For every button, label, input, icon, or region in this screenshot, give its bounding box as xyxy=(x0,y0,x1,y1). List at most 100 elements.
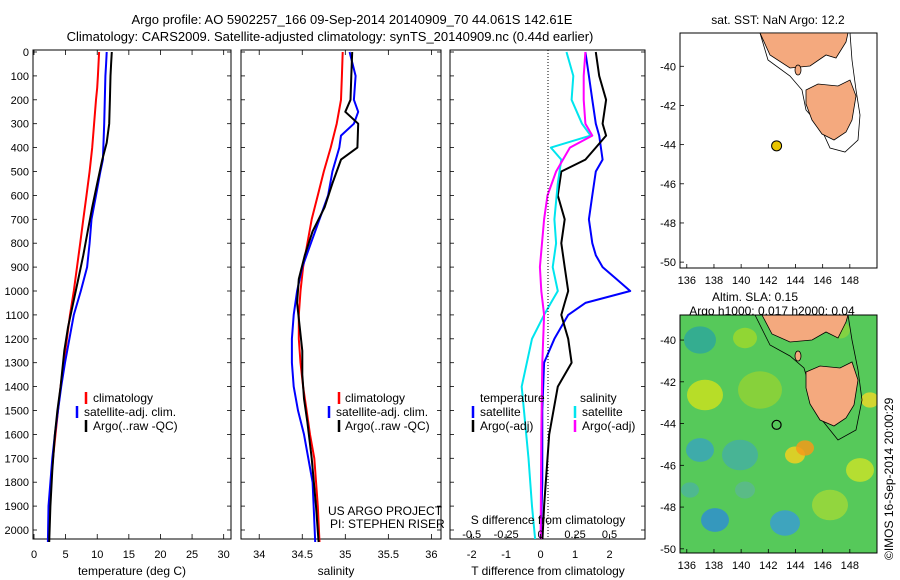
depth-tick-label: 0 xyxy=(23,47,29,59)
pi-credit: PI: STEPHEN RISER xyxy=(330,517,445,531)
x-tick-label-top: 0.5 xyxy=(602,529,617,541)
x-tick-label: 2 xyxy=(606,549,612,561)
map-y-tick-label: -50 xyxy=(660,544,676,556)
series-line-argo-adj- xyxy=(538,51,594,539)
map-y-tick-label: -48 xyxy=(660,502,676,514)
legend-label-t-satellite: satellite xyxy=(480,405,521,419)
x-tick-label-top: -0.25 xyxy=(494,529,519,541)
sla-anomaly-blob xyxy=(681,482,699,498)
map-x-tick-label: 148 xyxy=(841,560,859,572)
depth-tick-label: 1200 xyxy=(5,334,29,346)
depth-tick-label: 1400 xyxy=(5,382,29,394)
project-credit: US ARGO PROJECT xyxy=(328,504,443,518)
x-tick-label: 20 xyxy=(154,549,166,561)
sla-map-axes: 136 138 140 142 144 146 148 -40 -42 -44 -46 -48 -50 xyxy=(660,335,859,572)
sla-map-title: Altim. SLA: 0.15 xyxy=(712,290,798,304)
x-tick-label: 0 xyxy=(31,549,37,561)
map-x-tick-label: 136 xyxy=(678,560,696,572)
series-line-satellite xyxy=(520,51,592,539)
depth-tick-label: 100 xyxy=(11,71,29,83)
map-x-tick-label: 142 xyxy=(759,275,777,287)
x-tick-label-top: -0.5 xyxy=(462,529,481,541)
x-tick-label: -2 xyxy=(467,549,477,561)
legend-label-s-argo: Argo(-adj) xyxy=(582,419,635,433)
depth-tick-label: 2000 xyxy=(5,525,29,537)
map-y-tick-label: -48 xyxy=(660,218,676,230)
map-x-tick-label: 140 xyxy=(732,275,750,287)
depth-tick-label: 500 xyxy=(11,167,29,179)
difference-ticks: -2 -1 0 1 2 -0.5 -0.25 0 0.25 0.5 xyxy=(462,529,617,561)
map-x-tick-label: 144 xyxy=(786,275,804,287)
sla-king-island-shape xyxy=(794,350,802,362)
depth-tick-label: 1700 xyxy=(5,453,29,465)
x-tick-label: 10 xyxy=(91,549,103,561)
map-y-tick-label: -42 xyxy=(660,100,676,112)
sla-anomaly-blob xyxy=(701,508,729,532)
x-tick-label: 36 xyxy=(425,549,437,561)
temperature-axis-label: temperature (deg C) xyxy=(78,564,186,578)
map-x-tick-label: 140 xyxy=(732,560,750,572)
sla-heatmap xyxy=(680,315,877,553)
map-x-tick-label: 146 xyxy=(813,275,831,287)
map-y-tick-label: -50 xyxy=(660,257,676,269)
map-y-tick-label: -46 xyxy=(660,460,676,472)
series-line-argo-raw-qc- xyxy=(296,51,360,543)
sla-anomaly-field xyxy=(681,321,877,536)
timestamp-credit: ©IMOS 16-Sep-2014 20:00:29 xyxy=(882,397,896,560)
depth-tick-label: 1500 xyxy=(5,406,29,418)
depth-tick-label: 1900 xyxy=(5,501,29,513)
legend-title-temperature: temperature xyxy=(480,391,545,405)
x-tick-label-top: 0 xyxy=(538,529,544,541)
sla-tasmania-shape xyxy=(805,361,859,427)
sla-anomaly-blob xyxy=(684,326,716,354)
salinity-axis-label: salinity xyxy=(318,564,355,578)
legend-label-argo: Argo(..raw -QC) xyxy=(345,419,430,433)
map-x-tick-label: 144 xyxy=(786,560,804,572)
temperature-series: 0 5 10 15 20 25 30 xyxy=(31,50,230,561)
salinity-panel xyxy=(240,49,442,540)
sla-anomaly-blob xyxy=(738,371,782,409)
depth-tick-label: 1800 xyxy=(5,477,29,489)
sst-map-axes: 136 138 140 142 144 146 148 -40 -42 -44 -46 -48 -50 xyxy=(660,61,859,287)
series-line-argo-adj- xyxy=(541,51,608,539)
s-difference-axis-label: S difference from climatology xyxy=(471,513,626,527)
legend-label-argo: Argo(..raw -QC) xyxy=(93,419,178,433)
t-difference-axis-label: T difference from climatology xyxy=(471,564,625,578)
sla-anomaly-blob xyxy=(687,379,723,411)
legend-label-t-argo: Argo(-adj) xyxy=(480,419,533,433)
sst-map-title: sat. SST: NaN Argo: 12.2 xyxy=(711,13,845,27)
depth-tick-label: 1000 xyxy=(5,286,29,298)
sla-anomaly-blob xyxy=(796,440,814,456)
sla-anomaly-blob xyxy=(861,392,877,408)
sla-anomaly-blob xyxy=(686,438,714,462)
legend-label-satellite: satellite-adj. clim. xyxy=(84,405,176,419)
salinity-legend: climatology satellite-adj. clim. Argo(..… xyxy=(327,391,430,433)
sla-float-position-marker xyxy=(771,419,782,430)
series-line-argo-raw-qc- xyxy=(48,51,113,543)
x-tick-label: 0 xyxy=(538,549,544,561)
legend-label-climatology: climatology xyxy=(345,391,405,405)
sla-map-frame xyxy=(679,314,878,554)
depth-tick-label: 300 xyxy=(11,119,29,131)
series-line-satellite xyxy=(539,51,632,539)
depth-axis: 0 100 200 300 400 500 600 700 800 900 1000 1100 1200… xyxy=(5,47,645,537)
king-island-shape xyxy=(794,64,802,76)
x-tick-label: 5 xyxy=(63,549,69,561)
sla-shelf-contour xyxy=(754,315,863,441)
header-title: Argo profile: AO 5902257_166 09-Sep-2014… xyxy=(132,12,573,27)
map-y-tick-label: -42 xyxy=(660,377,676,389)
salinity-series: 34 34.5 35 35.5 36 xyxy=(253,50,438,561)
tasmania-shape xyxy=(805,79,857,141)
map-x-tick-label: 136 xyxy=(678,275,696,287)
header-subtitle: Climatology: CARS2009. Satellite-adjuste… xyxy=(67,29,594,44)
map-x-tick-label: 138 xyxy=(705,560,723,572)
float-position-marker xyxy=(771,140,783,152)
depth-tick-label: 600 xyxy=(11,190,29,202)
map-x-tick-label: 146 xyxy=(813,560,831,572)
map-y-tick-label: -44 xyxy=(660,140,676,152)
legend-label-climatology: climatology xyxy=(93,391,153,405)
depth-tick-label: 1100 xyxy=(5,310,29,322)
sla-anomaly-blob xyxy=(812,489,848,521)
depth-tick-label: 200 xyxy=(11,95,29,107)
depth-tick-label: 400 xyxy=(11,143,29,155)
